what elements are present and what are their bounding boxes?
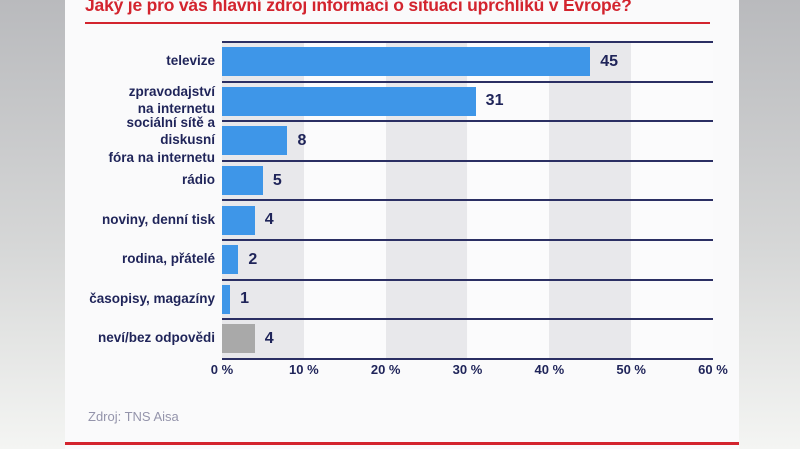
bar-row: 5 (222, 159, 713, 200)
bar-zpravodajstvi-na-internetu (222, 86, 476, 116)
category-label: zpravodajství na internetu (128, 84, 215, 117)
category-label: rádio (181, 171, 215, 187)
category-label: noviny, denní tisk (101, 211, 215, 227)
x-axis-tick: 20 % (370, 362, 401, 377)
x-axis-tick: 0 % (210, 362, 234, 377)
bar-row: 8 (222, 120, 713, 160)
chart-card: Jaký je pro vás hlavní zdroj informací o… (65, 0, 739, 449)
value-label: 5 (272, 171, 282, 189)
bar-row: 1 (222, 278, 713, 319)
bar-noviny (222, 205, 255, 235)
category-label: televize (166, 53, 215, 69)
bar-row: 4 (222, 318, 713, 358)
value-label: 2 (248, 250, 258, 268)
bar-rodina (222, 245, 239, 275)
value-label: 4 (264, 329, 274, 347)
x-axis-tick: 60 % (698, 362, 728, 377)
plot-area: 45 31 8 5 4 2 1 4 (222, 41, 713, 360)
x-axis-ticks: 0 % 10 % 20 % 30 % 40 % 50 % 60 % (211, 362, 728, 378)
category-labels: televize zpravodajství na internetu soci… (73, 41, 215, 358)
category-label: časopisy, magazíny (89, 290, 215, 306)
bar-row: 2 (222, 238, 713, 279)
category-label: neví/bez odpovědi (97, 330, 215, 346)
bar-televize (222, 47, 591, 77)
x-axis-tick: 30 % (452, 362, 483, 377)
value-label: 8 (297, 131, 307, 149)
chart-title: Jaký je pro vás hlavní zdroj informací o… (85, 0, 632, 15)
bar-radio (222, 166, 263, 196)
bar-row: 4 (222, 199, 713, 239)
bar-socialni-site (222, 126, 288, 156)
x-axis-tick: 40 % (534, 362, 565, 377)
value-label: 1 (240, 290, 250, 308)
bar-nevi-bez-odpovedi (222, 324, 255, 354)
value-label: 31 (485, 92, 504, 110)
category-label: sociální sítě a diskusní fóra na interne… (108, 115, 215, 165)
bottom-red-line (65, 442, 739, 445)
x-axis-tick: 10 % (289, 362, 319, 377)
category-label: rodina, přátelé (121, 251, 215, 267)
source-note: Zdroj: TNS Aisa (88, 409, 179, 424)
bar-row: 45 (222, 41, 713, 81)
value-label: 45 (600, 52, 619, 70)
value-label: 4 (264, 211, 274, 229)
x-axis-tick: 50 % (616, 362, 646, 377)
title-underline (85, 22, 710, 24)
bar-row: 31 (222, 80, 713, 121)
bar-casopisy (222, 284, 231, 314)
